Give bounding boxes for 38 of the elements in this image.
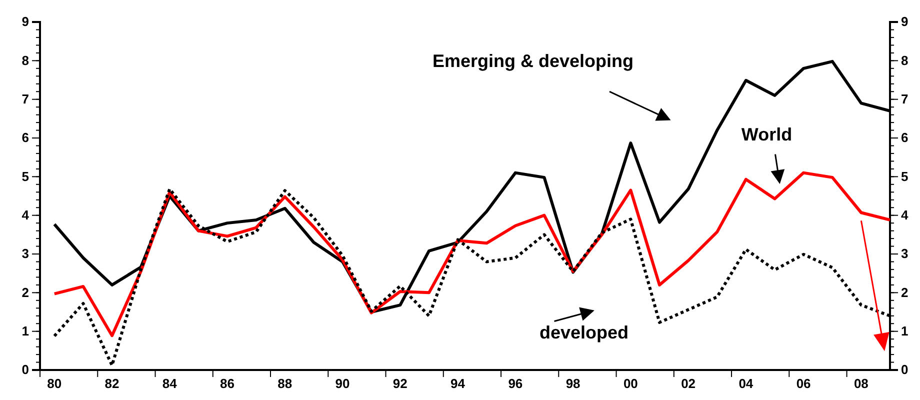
y2-tick-label: 3 (901, 246, 908, 262)
y2-tick-label: 7 (901, 91, 908, 106)
y-tick-label: 8 (22, 52, 29, 68)
x-tick-label: 00 (623, 376, 638, 391)
x-tick-label: 80 (47, 376, 62, 391)
x-tick-label: 94 (450, 376, 466, 391)
x-tick-label: 92 (392, 376, 408, 391)
y-tick-label: 5 (22, 168, 29, 184)
y2-tick-label: 2 (901, 284, 908, 300)
x-tick-label: 08 (854, 376, 868, 391)
x-tick-label: 88 (278, 376, 292, 391)
x-tick-label: 98 (566, 376, 580, 391)
x-tick-label: 06 (796, 376, 811, 391)
y2-tick-label: 9 (901, 14, 908, 30)
y2-tick-label: 1 (901, 323, 908, 338)
annotation: World (741, 124, 792, 144)
y2-tick-label: 4 (901, 207, 909, 222)
x-tick-label: 84 (162, 376, 178, 391)
y2-tick-label: 8 (901, 52, 908, 68)
x-tick-label: 82 (104, 376, 120, 391)
y-tick-label: 2 (22, 284, 29, 300)
y-tick-label: 3 (22, 246, 29, 262)
y2-tick-label: 0 (901, 362, 908, 378)
x-tick-label: 86 (220, 376, 235, 391)
y-tick-label: 6 (22, 130, 29, 146)
x-tick-label: 02 (681, 376, 696, 391)
y-tick-label: 0 (22, 362, 29, 378)
y-tick-label: 7 (22, 91, 29, 106)
annotation: Emerging & developing (432, 51, 634, 72)
y2-tick-label: 6 (901, 130, 908, 146)
x-tick-label: 96 (508, 376, 523, 391)
x-tick-label: 90 (335, 376, 350, 391)
y-tick-label: 1 (22, 323, 29, 338)
annotation: developed (539, 322, 629, 343)
y-tick-label: 4 (22, 207, 30, 222)
y2-tick-label: 5 (901, 168, 908, 184)
x-tick-label: 04 (738, 376, 754, 391)
y-tick-label: 9 (22, 14, 29, 30)
